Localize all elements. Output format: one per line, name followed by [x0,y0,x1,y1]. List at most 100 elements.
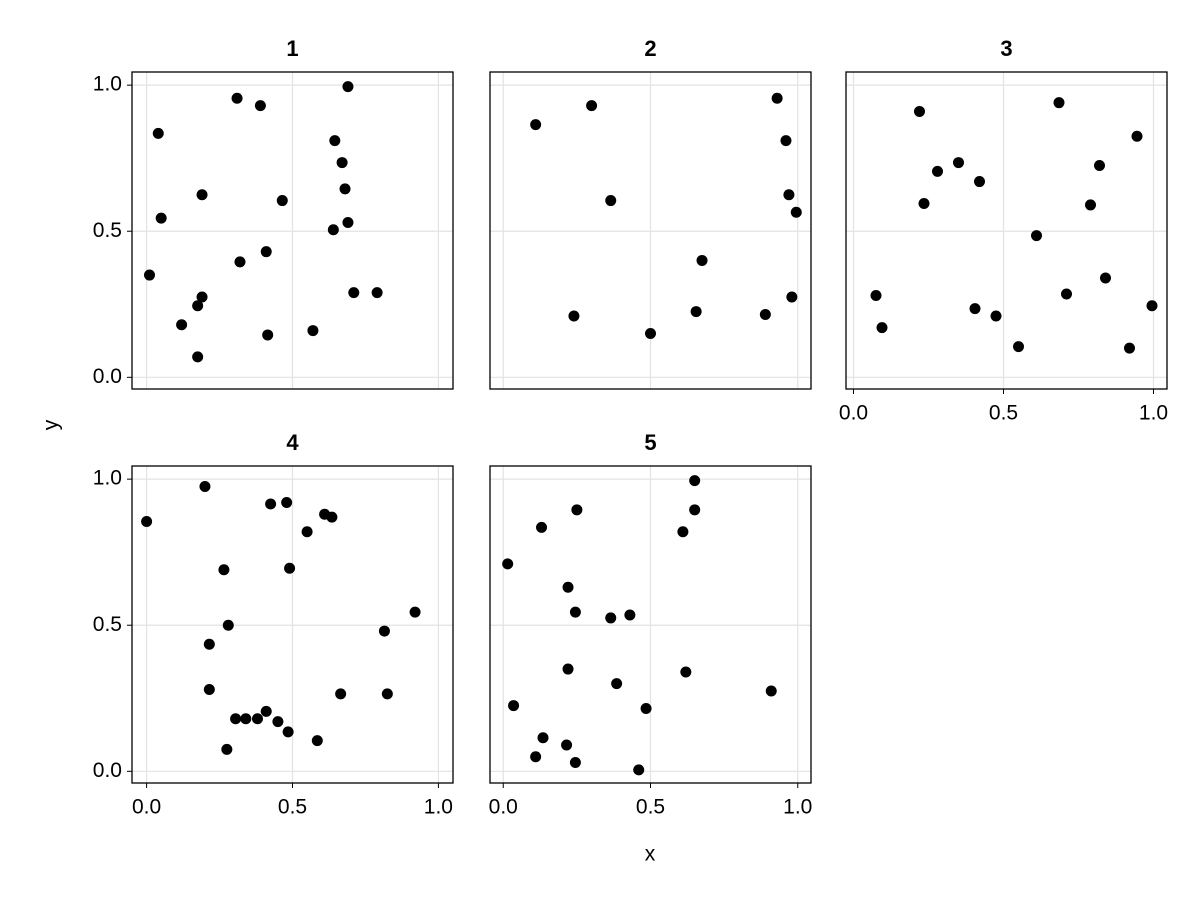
point [569,757,581,769]
point [260,705,272,717]
point [196,189,208,201]
point [222,619,234,631]
point [218,564,230,576]
point [378,625,390,637]
point [689,504,701,516]
point [508,700,520,712]
point [335,688,347,700]
point [1094,159,1105,171]
point [783,189,795,201]
point [568,310,580,322]
point [311,735,323,747]
point [780,135,792,147]
point [918,197,930,209]
point [969,303,981,315]
point [192,351,204,363]
point [199,480,211,492]
y-tick-label: 0.0 [93,365,122,388]
point [759,308,771,320]
y-tick-label: 0.5 [93,613,122,636]
point [562,581,574,593]
point [696,254,708,266]
panel-title: 1 [286,36,298,61]
point [276,195,288,207]
point [1061,288,1072,300]
point [689,475,701,487]
point [1053,97,1065,109]
point [221,743,233,755]
point [155,212,167,224]
point [502,558,514,570]
y-axis-label: y [40,419,63,430]
point [336,157,348,169]
point [624,609,636,621]
point [339,183,351,195]
point [265,498,277,510]
point [152,127,164,139]
point [262,329,274,341]
point [569,606,581,618]
point [605,195,617,207]
point [329,135,341,147]
point [1085,199,1096,211]
x-tick-label: 0.0 [132,796,161,819]
point [790,206,802,218]
point [530,119,542,131]
panel-title: 4 [286,430,299,455]
point [281,497,293,509]
point [765,685,777,697]
panel-frame [131,71,454,390]
panel-frame [489,465,812,784]
point [371,287,383,299]
point [953,157,964,169]
point [176,319,188,331]
x-tick-label: 0.0 [489,796,518,819]
panel-frame [845,71,1168,390]
x-tick-label: 1.0 [783,796,812,819]
point [1146,300,1158,312]
x-tick-label: 0.5 [636,796,665,819]
point [230,713,242,725]
point [914,105,925,117]
point [562,663,574,675]
point [1031,230,1042,242]
point [240,713,252,725]
point [1124,342,1135,354]
point [536,521,548,533]
point [561,739,573,751]
panel-frame [131,465,454,784]
point [677,526,689,538]
point [870,290,882,302]
point [326,511,338,523]
point [282,726,294,738]
y-tick-label: 0.5 [93,219,122,242]
point [932,165,943,177]
point [680,666,692,678]
point [537,732,549,744]
point [203,638,215,650]
y-tick-label: 1.0 [93,73,122,96]
point [234,256,246,268]
point [301,526,313,538]
panel-title: 3 [1000,36,1012,61]
point [144,269,156,281]
x-tick-label: 0.5 [278,796,307,819]
point [990,310,1002,322]
point [633,764,645,776]
point [1131,130,1143,142]
point [260,246,272,258]
point [284,562,296,574]
point [342,216,354,228]
point [771,92,783,104]
point [254,100,266,112]
x-tick-label: 1.0 [424,796,453,819]
panel-frame [489,71,812,390]
point [586,100,598,112]
point [605,612,617,624]
point [327,224,339,236]
point [611,678,623,690]
y-tick-label: 1.0 [93,467,122,490]
point [530,751,542,763]
x-tick-label: 0.5 [989,402,1018,425]
